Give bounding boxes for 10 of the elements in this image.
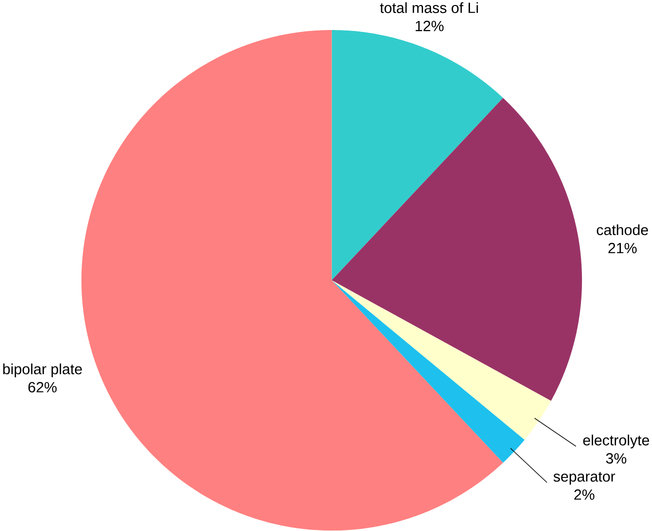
slice-label: bipolar plate <box>3 364 82 378</box>
data-label: 62% <box>28 382 57 393</box>
data-label: 2% <box>574 490 594 500</box>
data-label: 3% <box>606 453 626 464</box>
slice-label: total mass of Li <box>380 2 478 14</box>
slice-label: electrolyte <box>583 434 650 449</box>
data-label: 21% <box>608 243 637 254</box>
slice-label: separator <box>554 472 616 485</box>
data-label: 12% <box>416 20 444 32</box>
slice-label: cathode <box>596 224 648 236</box>
